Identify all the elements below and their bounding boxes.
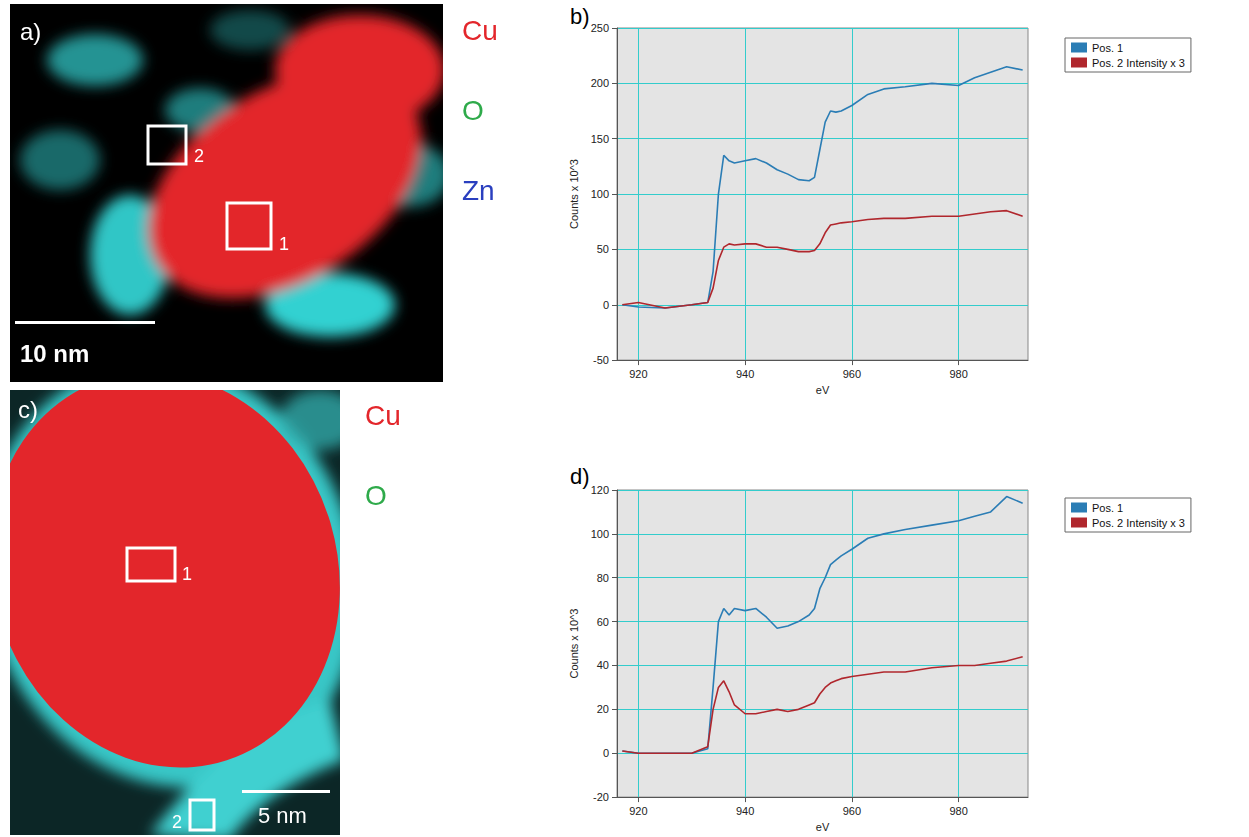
svg-text:980: 980 — [949, 805, 967, 817]
svg-text:120: 120 — [591, 484, 609, 496]
svg-text:O: O — [365, 480, 387, 511]
svg-text:20: 20 — [597, 703, 609, 715]
svg-text:eV: eV — [816, 821, 830, 833]
svg-text:Cu: Cu — [462, 15, 498, 46]
svg-text:Pos. 2 Intensity x 3: Pos. 2 Intensity x 3 — [1092, 57, 1185, 69]
svg-text:200: 200 — [591, 77, 609, 89]
svg-text:O: O — [462, 95, 484, 126]
svg-text:250: 250 — [591, 22, 609, 34]
svg-text:50: 50 — [597, 243, 609, 255]
svg-text:100: 100 — [591, 528, 609, 540]
svg-text:-50: -50 — [593, 354, 609, 366]
svg-text:Zn: Zn — [462, 175, 495, 206]
svg-text:920: 920 — [629, 805, 647, 817]
svg-text:2: 2 — [172, 812, 182, 832]
svg-text:-20: -20 — [593, 791, 609, 803]
svg-text:0: 0 — [603, 299, 609, 311]
svg-text:Counts x 10^3: Counts x 10^3 — [568, 159, 580, 229]
svg-text:2: 2 — [194, 146, 204, 166]
svg-text:940: 940 — [736, 368, 754, 380]
svg-text:80: 80 — [597, 572, 609, 584]
svg-text:Pos. 1: Pos. 1 — [1092, 42, 1123, 54]
svg-text:10 nm: 10 nm — [20, 340, 89, 367]
svg-text:920: 920 — [629, 368, 647, 380]
svg-text:1: 1 — [279, 234, 289, 254]
svg-text:60: 60 — [597, 616, 609, 628]
svg-text:Pos. 1: Pos. 1 — [1092, 502, 1123, 514]
svg-text:980: 980 — [949, 368, 967, 380]
svg-text:0: 0 — [603, 747, 609, 759]
svg-text:eV: eV — [816, 384, 830, 396]
svg-text:Cu: Cu — [365, 400, 401, 431]
svg-text:b): b) — [570, 4, 590, 29]
svg-text:Counts x 10^3: Counts x 10^3 — [568, 609, 580, 679]
svg-text:a): a) — [20, 18, 41, 45]
svg-text:100: 100 — [591, 188, 609, 200]
svg-text:1: 1 — [182, 564, 192, 584]
svg-text:c): c) — [18, 396, 38, 423]
svg-text:960: 960 — [843, 368, 861, 380]
svg-text:5 nm: 5 nm — [258, 803, 307, 828]
svg-text:Pos. 2 Intensity x 3: Pos. 2 Intensity x 3 — [1092, 517, 1185, 529]
svg-text:d): d) — [570, 464, 590, 489]
svg-text:40: 40 — [597, 659, 609, 671]
svg-text:960: 960 — [843, 805, 861, 817]
svg-text:940: 940 — [736, 805, 754, 817]
svg-text:150: 150 — [591, 133, 609, 145]
